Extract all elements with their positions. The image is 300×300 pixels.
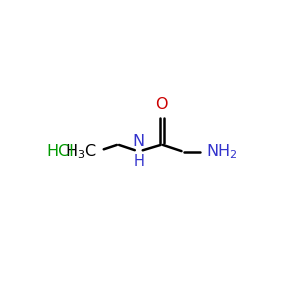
Text: O: O — [156, 97, 168, 112]
Text: HCl: HCl — [46, 144, 74, 159]
Text: N: N — [133, 134, 145, 149]
Text: H: H — [133, 154, 144, 169]
Text: H$_3$C: H$_3$C — [65, 142, 97, 161]
Text: NH$_2$: NH$_2$ — [206, 142, 237, 161]
